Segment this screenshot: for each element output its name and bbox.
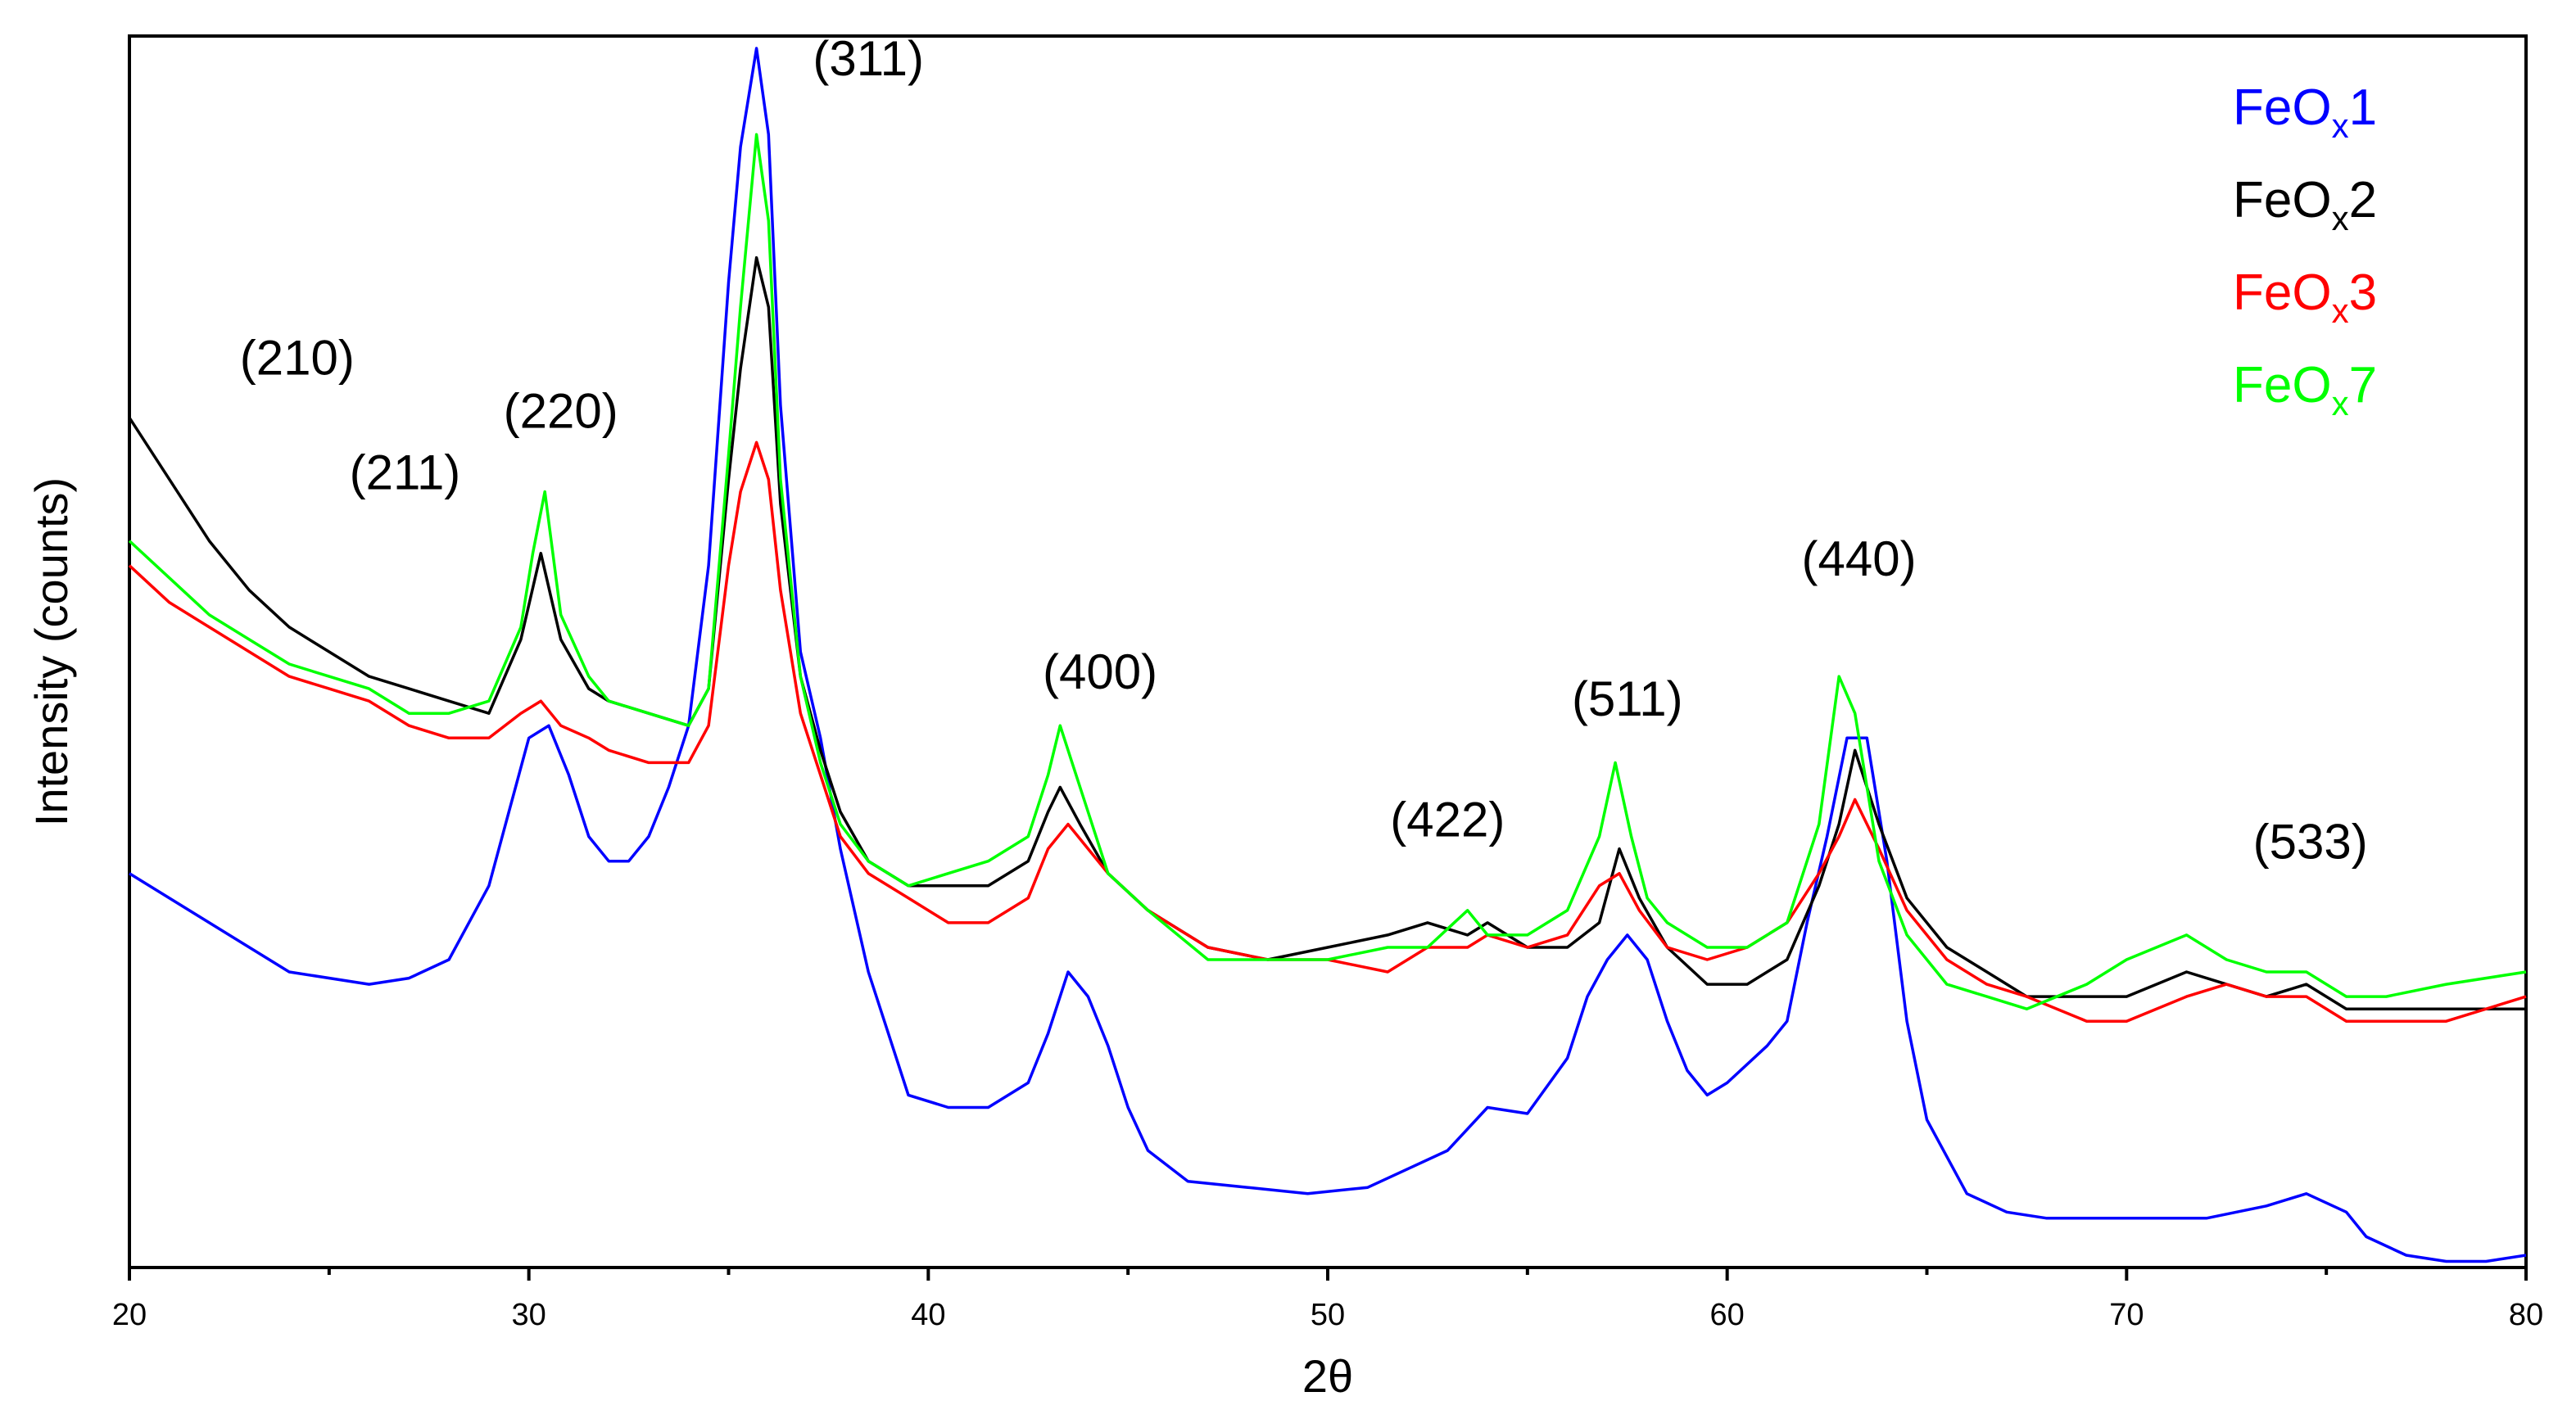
peak-label: (220)	[504, 383, 618, 438]
x-tick-label: 70	[2109, 1298, 2144, 1332]
y-axis-title: Intensity (counts)	[25, 477, 77, 826]
series-line-feox3	[128, 441, 2527, 1023]
peak-label: (440)	[1802, 531, 1917, 586]
x-tick-label: 40	[911, 1298, 945, 1332]
plot-frame	[128, 34, 2528, 1269]
peak-label: (400)	[1043, 644, 1157, 699]
legend-entry-feox1: FeOx1	[2233, 79, 2377, 145]
x-tick-label: 30	[512, 1298, 546, 1332]
legend-entry-feox2: FeOx2	[2233, 172, 2377, 237]
x-axis-title: 2θ	[1302, 1350, 1353, 1402]
x-tick-label: 50	[1311, 1298, 1345, 1332]
peak-label: (533)	[2253, 815, 2368, 870]
legend-entry-feox7: FeOx7	[2233, 357, 2377, 423]
legend-entry-feox3: FeOx3	[2233, 264, 2377, 330]
x-tick-label: 60	[1710, 1298, 1745, 1332]
legend: FeOx1 FeOx2 FeOx3 FeOx7	[2233, 79, 2377, 423]
series-line-feox7	[128, 133, 2527, 1010]
series-line-feox1	[129, 47, 2527, 1263]
peak-label: (311)	[813, 31, 924, 86]
peak-label: (210)	[240, 331, 355, 386]
series-line-feox2	[128, 255, 2526, 1010]
peak-label: (211)	[350, 445, 461, 499]
x-tick-label: 20	[112, 1298, 147, 1332]
series-layer	[128, 47, 2527, 1263]
peak-label-layer: (210) (211) (220) (311) (400) (422) (511) (440)…	[240, 31, 2368, 870]
peak-label: (422)	[1390, 793, 1505, 847]
x-tick-label: 80	[2509, 1298, 2543, 1332]
tick-layer: 20 30 40 50 60 70 80	[112, 1268, 2543, 1332]
peak-label: (511)	[1572, 671, 1683, 726]
